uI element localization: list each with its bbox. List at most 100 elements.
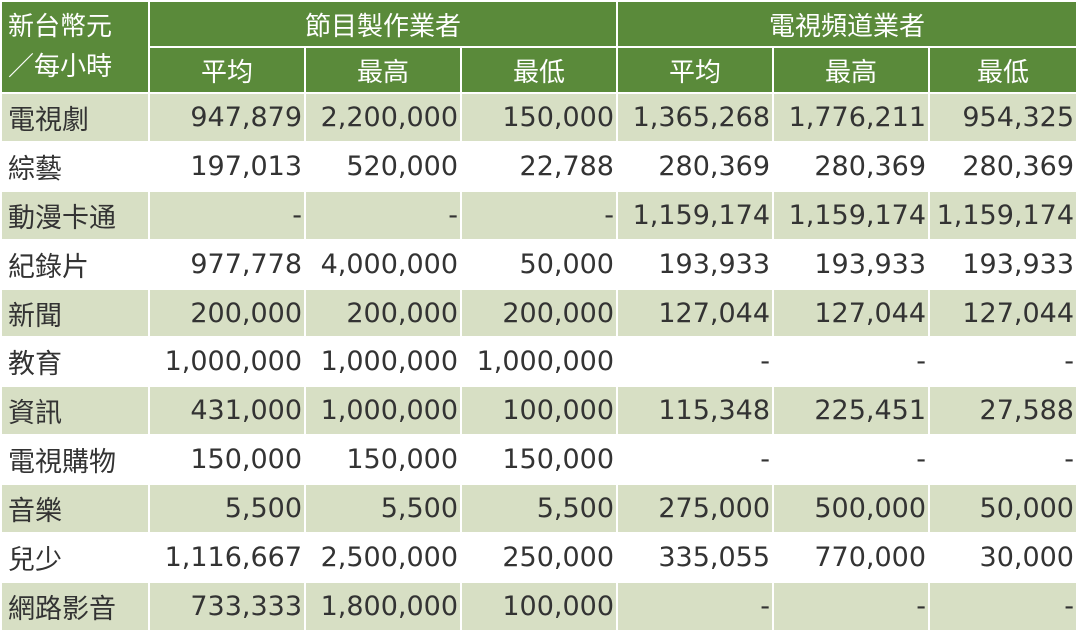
- value-cell: 250,000: [460, 532, 618, 583]
- value-cell: 150,000: [460, 434, 618, 486]
- row-label: 紀錄片: [0, 238, 150, 290]
- table-row: 動漫卡通 - - -1,159,174 1,159,174 1,159,174: [0, 189, 1076, 241]
- value-cell: 1,159,174: [928, 189, 1076, 241]
- subheader-min: 最低: [928, 46, 1076, 94]
- value-cell: 127,044: [928, 287, 1076, 339]
- row-label: 新聞: [0, 287, 150, 339]
- value-cell: 733,333: [148, 580, 306, 632]
- value-cell: 1,000,000: [304, 336, 462, 388]
- value-cell: 275,000: [616, 483, 774, 535]
- value-cell: 100,000: [460, 385, 618, 437]
- value-cell: 335,055: [616, 532, 774, 583]
- value-cell: -: [616, 580, 774, 632]
- value-cell: 127,044: [616, 287, 774, 339]
- value-cell: 500,000: [772, 483, 930, 535]
- value-cell: 2,500,000: [304, 532, 462, 583]
- value-cell: 280,369: [928, 140, 1076, 192]
- value-cell: -: [928, 336, 1076, 388]
- row-label: 音樂: [0, 483, 150, 535]
- value-cell: 225,451: [772, 385, 930, 437]
- value-cell: 193,933: [616, 238, 774, 290]
- value-cell: 50,000: [928, 483, 1076, 535]
- row-label: 資訊: [0, 385, 150, 437]
- value-cell: 4,000,000: [304, 238, 462, 290]
- table-row: 音樂 5,500 5,500 5,500 275,000 500,000 50,000: [0, 483, 1076, 535]
- value-cell: 200,000: [460, 287, 618, 339]
- corner-header: 新台幣元 ／每小時: [0, 0, 150, 94]
- table-row: 網路影音 733,333 1,800,000 100,000- - -: [0, 580, 1076, 632]
- row-label: 兒少: [0, 532, 150, 583]
- value-cell: -: [928, 434, 1076, 486]
- value-cell: 30,000: [928, 532, 1076, 583]
- table-row: 電視購物 150,000 150,000 150,000- - -: [0, 434, 1076, 486]
- value-cell: 150,000: [460, 92, 618, 143]
- value-cell: 1,116,667: [148, 532, 306, 583]
- row-label: 電視劇: [0, 92, 150, 143]
- value-cell: 27,588: [928, 385, 1076, 437]
- value-cell: 5,500: [460, 483, 618, 535]
- row-label: 綜藝: [0, 140, 150, 192]
- row-label: 教育: [0, 336, 150, 388]
- value-cell: 115,348: [616, 385, 774, 437]
- value-cell: -: [772, 336, 930, 388]
- subheader-max: 最高: [304, 46, 462, 94]
- value-cell: 5,500: [148, 483, 306, 535]
- table-row: 紀錄片 977,778 4,000,000 50,000 193,933 193,933 1…: [0, 238, 1076, 290]
- value-cell: 22,788: [460, 140, 618, 192]
- value-cell: 520,000: [304, 140, 462, 192]
- value-cell: -: [148, 189, 306, 241]
- value-cell: 1,365,268: [616, 92, 774, 143]
- subheader-max: 最高: [772, 46, 930, 94]
- value-cell: 50,000: [460, 238, 618, 290]
- table-row: 新聞 200,000 200,000 200,000 127,044 127,044 127…: [0, 287, 1076, 339]
- table-row: 教育 1,000,000 1,000,000 1,000,000- - -: [0, 336, 1076, 388]
- table-row: 綜藝 197,013 520,000 22,788 280,369 280,369 280,…: [0, 140, 1076, 192]
- value-cell: 1,000,000: [148, 336, 306, 388]
- value-cell: -: [460, 189, 618, 241]
- value-cell: -: [772, 434, 930, 486]
- row-label: 動漫卡通: [0, 189, 150, 241]
- value-cell: -: [616, 336, 774, 388]
- value-cell: 150,000: [148, 434, 306, 486]
- row-label: 網路影音: [0, 580, 150, 632]
- value-cell: 100,000: [460, 580, 618, 632]
- corner-line-1: 新台幣元: [8, 12, 113, 42]
- value-cell: 1,800,000: [304, 580, 462, 632]
- value-cell: 280,369: [616, 140, 774, 192]
- value-cell: -: [616, 434, 774, 486]
- subheader-average: 平均: [148, 46, 306, 94]
- value-cell: 770,000: [772, 532, 930, 583]
- subheader-min: 最低: [460, 46, 618, 94]
- value-cell: -: [772, 580, 930, 632]
- group-header-channels: 電視頻道業者: [616, 0, 1076, 48]
- value-cell: 127,044: [772, 287, 930, 339]
- value-cell: 1,776,211: [772, 92, 930, 143]
- value-cell: 5,500: [304, 483, 462, 535]
- corner-line-2: ／每小時: [8, 52, 113, 82]
- value-cell: 1,159,174: [616, 189, 774, 241]
- value-cell: -: [304, 189, 462, 241]
- subheader-average: 平均: [616, 46, 774, 94]
- value-cell: 947,879: [148, 92, 306, 143]
- table-row: 兒少 1,116,667 2,500,000 250,000 335,055 770,00…: [0, 532, 1076, 583]
- value-cell: 2,200,000: [304, 92, 462, 143]
- group-header-producers: 節目製作業者: [148, 0, 618, 48]
- value-cell: 977,778: [148, 238, 306, 290]
- value-cell: 1,000,000: [460, 336, 618, 388]
- value-cell: 954,325: [928, 92, 1076, 143]
- value-cell: 193,933: [928, 238, 1076, 290]
- row-label: 電視購物: [0, 434, 150, 486]
- value-cell: 193,933: [772, 238, 930, 290]
- value-cell: 200,000: [304, 287, 462, 339]
- value-cell: 1,000,000: [304, 385, 462, 437]
- value-cell: 280,369: [772, 140, 930, 192]
- value-cell: 197,013: [148, 140, 306, 192]
- value-cell: 200,000: [148, 287, 306, 339]
- value-cell: 150,000: [304, 434, 462, 486]
- table-body: 電視劇 947,879 2,200,000 150,000 1,365,268 1,776…: [0, 92, 1076, 632]
- value-cell: 431,000: [148, 385, 306, 437]
- value-cell: 1,159,174: [772, 189, 930, 241]
- table-row: 資訊 431,000 1,000,000 100,000 115,348 225,451 2…: [0, 385, 1076, 437]
- table-row: 電視劇 947,879 2,200,000 150,000 1,365,268 1,776…: [0, 92, 1076, 143]
